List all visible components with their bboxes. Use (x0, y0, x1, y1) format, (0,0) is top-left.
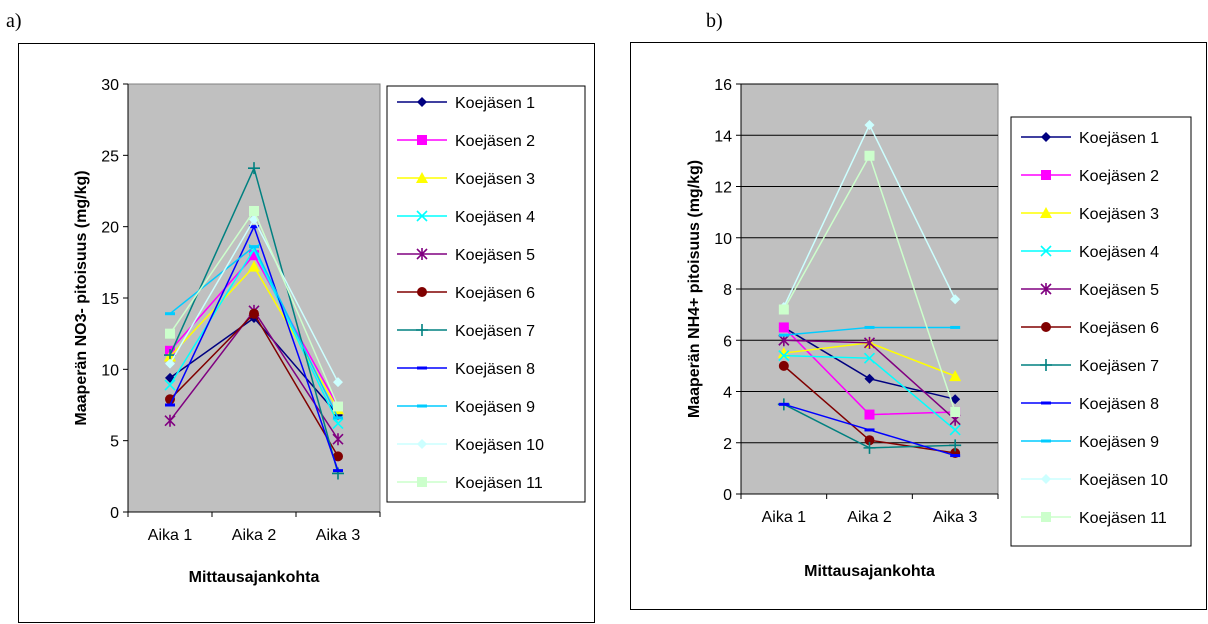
y-tick-label: 14 (714, 128, 732, 145)
y-tick-label: 0 (110, 505, 119, 522)
data-point (865, 428, 875, 431)
data-point (165, 312, 175, 315)
data-point (165, 404, 175, 407)
legend-label: Koejäsen 8 (1079, 396, 1159, 413)
x-tick-label: Aika 3 (933, 509, 978, 526)
y-tick-label: 25 (101, 148, 119, 165)
y-axis-title: Maaperän NO3- pitoisuus (mg/kg) (73, 170, 90, 425)
data-point (779, 361, 789, 371)
legend-label: Koejäsen 2 (455, 133, 535, 150)
legend-marker (417, 367, 427, 370)
y-tick-label: 30 (101, 77, 119, 94)
data-point (249, 309, 259, 319)
y-tick-label: 6 (723, 333, 732, 350)
x-tick-label: Aika 1 (762, 509, 807, 526)
chart-frame-b: 0 2 4 6 8 10 12 14 16 Aika 1 Aika 2 Aika 3 Mittausaj… (630, 42, 1207, 610)
legend-label: Koejäsen 1 (455, 95, 535, 112)
legend-marker (1041, 512, 1051, 522)
chart-frame-a: 0 5 10 15 20 25 30 Aika 1 Aika 2 Aika 3 Mittausaja… (18, 43, 595, 623)
data-point (779, 334, 789, 337)
data-point (779, 305, 789, 315)
plot-area (128, 84, 380, 512)
data-point (333, 469, 343, 472)
y-tick-label: 12 (714, 180, 732, 197)
y-axis-title: Maaperän NH4+ pitoisuus (mg/kg) (686, 160, 703, 418)
legend-label: Koejäsen 10 (1079, 472, 1168, 489)
data-point (333, 416, 343, 419)
data-point (779, 322, 789, 332)
line-chart-b: 0 2 4 6 8 10 12 14 16 Aika 1 Aika 2 Aika 3 Mittausaj… (631, 43, 1208, 611)
legend-marker (417, 405, 427, 408)
legend-marker (417, 477, 427, 487)
legend-label: Koejäsen 11 (1079, 510, 1167, 527)
panel-label-a: a) (6, 10, 22, 33)
data-point (249, 245, 259, 248)
x-tick-label: Aika 3 (316, 527, 361, 544)
legend-marker (417, 135, 427, 145)
legend-label: Koejäsen 8 (455, 361, 535, 378)
legend-label: Koejäsen 2 (1079, 168, 1159, 185)
legend-marker (1041, 322, 1051, 332)
legend-label: Koejäsen 3 (455, 171, 535, 188)
y-tick-label: 8 (723, 282, 732, 299)
legend-marker (1041, 170, 1051, 180)
legend-label: Koejäsen 10 (455, 437, 544, 454)
legend-label: Koejäsen 7 (455, 323, 535, 340)
legend-marker (417, 287, 427, 297)
data-point (865, 410, 875, 420)
x-axis-title: Mittausajankohta (189, 569, 320, 586)
data-point (865, 151, 875, 161)
data-point (950, 326, 960, 329)
y-tick-label: 15 (101, 291, 119, 308)
data-point (950, 454, 960, 457)
legend-label: Koejäsen 4 (455, 209, 535, 226)
legend-label: Koejäsen 6 (455, 285, 535, 302)
data-point (779, 403, 789, 406)
data-point (249, 206, 259, 216)
x-tick-label: Aika 2 (232, 527, 277, 544)
x-axis-title: Mittausajankohta (804, 563, 935, 580)
data-point (165, 329, 175, 339)
legend-label: Koejäsen 7 (1079, 358, 1159, 375)
legend-label: Koejäsen 6 (1079, 320, 1159, 337)
legend-marker (1041, 440, 1051, 443)
x-tick-label: Aika 2 (847, 509, 892, 526)
y-tick-label: 16 (714, 77, 732, 94)
legend-label: Koejäsen 11 (455, 475, 543, 492)
y-tick-label: 5 (110, 434, 119, 451)
legend-label: Koejäsen 9 (1079, 434, 1159, 451)
y-tick-label: 10 (101, 362, 119, 379)
panel-label-b: b) (706, 10, 723, 33)
legend-label: Koejäsen 3 (1079, 206, 1159, 223)
legend-label: Koejäsen 5 (455, 247, 535, 264)
legend-label: Koejäsen 9 (455, 399, 535, 416)
y-tick-label: 20 (101, 220, 119, 237)
data-point (333, 401, 343, 411)
legend-label: Koejäsen 1 (1079, 130, 1159, 147)
y-tick-label: 4 (723, 385, 732, 402)
y-tick-label: 0 (723, 487, 732, 504)
legend-label: Koejäsen 4 (1079, 244, 1159, 261)
data-point (950, 407, 960, 417)
line-chart-a: 0 5 10 15 20 25 30 Aika 1 Aika 2 Aika 3 Mittausaja… (19, 44, 596, 624)
legend-marker (1041, 402, 1051, 405)
x-tick-label: Aika 1 (148, 527, 193, 544)
y-tick-label: 10 (714, 231, 732, 248)
y-tick-label: 2 (723, 436, 732, 453)
legend-label: Koejäsen 5 (1079, 282, 1159, 299)
data-point (865, 326, 875, 329)
